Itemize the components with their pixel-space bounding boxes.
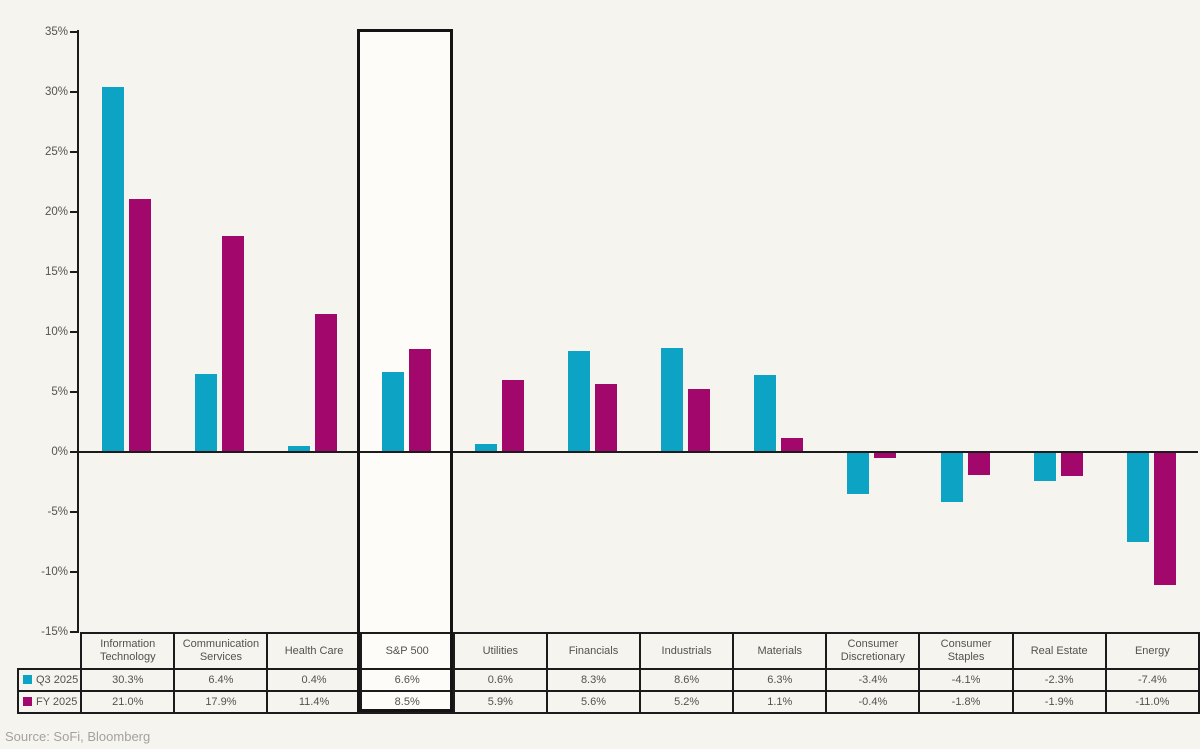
table-header-cell: Communication Services [173, 632, 269, 670]
table-value-cell: 30.3% [80, 668, 176, 692]
table-header-cell: Consumer Discretionary [825, 632, 921, 670]
table-value-cell: -1.9% [1011, 690, 1107, 714]
bar-q3-2025 [1126, 453, 1149, 542]
bar-fy-2025 [408, 349, 431, 451]
table-value-cell: 8.5% [359, 690, 455, 714]
table-value-cell: -2.3% [1011, 668, 1107, 692]
table-header-cell: Industrials [639, 632, 735, 670]
bar-fy-2025 [688, 388, 711, 451]
y-tick-mark [70, 91, 77, 93]
y-axis-line [77, 30, 79, 633]
table-header-cell: Utilities [452, 632, 548, 670]
table-value-cell: 6.3% [732, 668, 828, 692]
table-header-cell: Health Care [266, 632, 362, 670]
bar-q3-2025 [940, 453, 963, 503]
sp500-highlight-backdrop [360, 32, 450, 709]
y-tick-mark [70, 271, 77, 273]
y-tick-label: 30% [44, 86, 68, 98]
y-tick-label: -5% [47, 506, 68, 518]
table-header-row: Information Technology Communication Serv… [18, 632, 1200, 670]
bar-q3-2025 [102, 87, 125, 451]
y-tick-label: -15% [41, 626, 68, 638]
y-tick-mark [70, 151, 77, 153]
table-value-cell: -0.4% [825, 690, 921, 714]
bar-q3-2025 [381, 371, 404, 451]
bar-fy-2025 [1060, 453, 1083, 476]
bar-fy-2025 [315, 314, 338, 451]
y-tick-mark [70, 391, 77, 393]
table-value-cell: 8.3% [545, 668, 642, 692]
y-tick-label: 10% [44, 326, 68, 338]
bar-q3-2025 [847, 453, 870, 494]
y-tick-mark [70, 31, 77, 33]
table-header-cell: Energy [1104, 632, 1200, 670]
table-value-cell: -3.4% [825, 668, 921, 692]
y-tick-label: 25% [44, 146, 68, 158]
bar-fy-2025 [501, 380, 524, 451]
bar-fy-2025 [967, 453, 990, 475]
table-value-cell: 8.6% [639, 668, 735, 692]
table-header-cell: Financials [545, 632, 642, 670]
legend-swatch-icon [23, 674, 32, 684]
table-header-cell: S&P 500 [359, 632, 455, 670]
table-value-cell: 6.4% [173, 668, 269, 692]
bar-q3-2025 [661, 347, 684, 451]
legend-swatch-icon [23, 696, 32, 706]
bar-fy-2025 [874, 453, 897, 458]
legend-label: Q3 2025 [36, 673, 79, 686]
bar-q3-2025 [754, 375, 777, 451]
y-tick-mark [70, 631, 77, 633]
y-tick-label: 20% [44, 206, 68, 218]
data-table: Information Technology Communication Serv… [16, 632, 1200, 714]
table-value-cell: -1.8% [918, 690, 1014, 714]
table-value-cell: 17.9% [173, 690, 269, 714]
y-tick-mark [70, 211, 77, 213]
table-value-cell: -7.4% [1104, 668, 1200, 692]
table-value-cell: 5.6% [545, 690, 642, 714]
bar-q3-2025 [474, 443, 497, 451]
y-tick-label: -10% [41, 566, 68, 578]
zero-baseline [77, 451, 1198, 453]
bar-q3-2025 [1033, 453, 1056, 481]
y-tick-label: 15% [44, 266, 68, 278]
table-value-cell: 0.6% [452, 668, 548, 692]
bar-fy-2025 [781, 437, 804, 451]
table-header-cell: Real Estate [1011, 632, 1107, 670]
bar-fy-2025 [594, 383, 617, 451]
source-note: Source: SoFi, Bloomberg [5, 729, 151, 744]
table-value-row: FY 2025 21.0% 17.9% 11.4% 8.5% 5.9% 5.6% 5.2% 1.… [16, 690, 1200, 714]
y-tick-label: 5% [51, 386, 68, 398]
table-value-cell: 0.4% [266, 668, 362, 692]
table-value-row: Q3 2025 30.3% 6.4% 0.4% 6.6% 0.6% 8.3% 8.6% 6.3%… [16, 668, 1200, 692]
bar-fy-2025 [129, 199, 152, 451]
legend-label: FY 2025 [36, 695, 78, 708]
table-value-cell: 6.6% [359, 668, 455, 692]
table-header-cell: Consumer Staples [918, 632, 1014, 670]
table-value-cell: -11.0% [1104, 690, 1200, 714]
table-value-cell: 5.9% [452, 690, 548, 714]
table-corner-cell [18, 633, 81, 669]
table-value-cell: 11.4% [266, 690, 362, 714]
legend-cell: FY 2025 [16, 690, 83, 714]
table-value-cell: 5.2% [639, 690, 735, 714]
y-tick-label: 0% [51, 446, 68, 458]
y-tick-mark [70, 511, 77, 513]
table-header-cell: Materials [732, 632, 828, 670]
y-tick-mark [70, 571, 77, 573]
bar-fy-2025 [222, 236, 245, 451]
y-tick-label: 35% [44, 26, 68, 38]
legend-cell: Q3 2025 [16, 668, 83, 692]
table-value-cell: 21.0% [80, 690, 176, 714]
table-header-cell: Information Technology [80, 632, 176, 670]
y-tick-mark [70, 451, 77, 453]
bar-q3-2025 [288, 446, 311, 451]
bar-q3-2025 [195, 374, 218, 451]
bar-fy-2025 [1153, 453, 1176, 585]
bar-q3-2025 [567, 351, 590, 451]
table-value-cell: 1.1% [732, 690, 828, 714]
y-tick-mark [70, 331, 77, 333]
table-value-cell: -4.1% [918, 668, 1014, 692]
